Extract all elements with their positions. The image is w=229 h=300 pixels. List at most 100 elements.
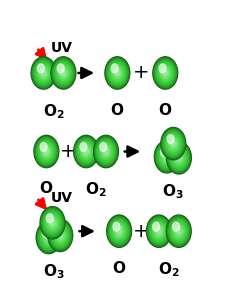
Circle shape	[102, 146, 110, 157]
Circle shape	[51, 223, 70, 248]
Circle shape	[40, 143, 53, 160]
Circle shape	[148, 217, 170, 245]
Circle shape	[49, 220, 72, 251]
Circle shape	[50, 220, 55, 226]
Circle shape	[169, 145, 189, 170]
Circle shape	[147, 216, 171, 247]
Circle shape	[107, 215, 131, 248]
Circle shape	[34, 135, 59, 168]
Circle shape	[51, 57, 76, 89]
Circle shape	[167, 216, 191, 247]
Circle shape	[52, 225, 68, 246]
Text: +: +	[133, 222, 150, 241]
Circle shape	[166, 215, 191, 248]
Circle shape	[48, 219, 73, 252]
Circle shape	[176, 228, 181, 234]
Circle shape	[155, 226, 163, 237]
Circle shape	[173, 223, 185, 239]
Text: $\mathbf{O}$: $\mathbf{O}$	[158, 102, 172, 118]
Circle shape	[169, 138, 178, 149]
Circle shape	[55, 62, 71, 83]
Circle shape	[111, 65, 124, 81]
Circle shape	[173, 150, 185, 166]
Circle shape	[156, 142, 178, 171]
Circle shape	[54, 226, 61, 236]
Circle shape	[35, 137, 57, 166]
Circle shape	[37, 64, 44, 73]
Circle shape	[161, 148, 168, 157]
Circle shape	[82, 146, 90, 157]
Circle shape	[157, 62, 173, 83]
Circle shape	[153, 223, 165, 239]
Circle shape	[162, 129, 184, 158]
Circle shape	[46, 234, 51, 241]
Circle shape	[31, 57, 56, 89]
Circle shape	[111, 64, 118, 73]
Circle shape	[115, 70, 120, 76]
Circle shape	[34, 60, 53, 86]
Circle shape	[153, 58, 177, 88]
Circle shape	[37, 65, 50, 81]
Circle shape	[168, 144, 190, 172]
Circle shape	[39, 67, 48, 79]
Circle shape	[54, 60, 73, 86]
Text: $\mathbf{O_2}$: $\mathbf{O_2}$	[85, 180, 107, 199]
Circle shape	[171, 147, 187, 168]
Circle shape	[164, 131, 183, 156]
Circle shape	[153, 57, 178, 89]
Circle shape	[166, 142, 191, 174]
Circle shape	[161, 128, 186, 160]
Circle shape	[38, 223, 60, 252]
Text: +: +	[133, 64, 150, 83]
Circle shape	[153, 222, 160, 231]
Text: $\mathbf{O_2}$: $\mathbf{O_2}$	[43, 102, 64, 121]
Circle shape	[95, 137, 117, 166]
Circle shape	[40, 142, 47, 152]
Circle shape	[35, 62, 52, 83]
Circle shape	[52, 58, 75, 88]
Circle shape	[147, 215, 171, 248]
Circle shape	[156, 228, 161, 234]
Circle shape	[37, 139, 56, 164]
Circle shape	[171, 140, 176, 147]
Circle shape	[57, 64, 64, 73]
Circle shape	[157, 144, 177, 170]
Circle shape	[96, 139, 116, 164]
Circle shape	[167, 136, 180, 152]
Circle shape	[46, 215, 59, 231]
Circle shape	[159, 146, 175, 167]
Text: $\mathbf{O_3}$: $\mathbf{O_3}$	[43, 262, 64, 281]
Circle shape	[78, 141, 94, 162]
Circle shape	[104, 148, 109, 155]
Circle shape	[174, 152, 183, 164]
Circle shape	[42, 146, 51, 157]
Circle shape	[32, 58, 55, 88]
Circle shape	[149, 219, 169, 244]
Circle shape	[42, 228, 49, 238]
Circle shape	[44, 148, 49, 155]
Circle shape	[42, 230, 55, 246]
Circle shape	[162, 151, 171, 162]
Circle shape	[169, 219, 188, 244]
Text: $\mathbf{O}$: $\mathbf{O}$	[112, 260, 126, 276]
Circle shape	[173, 149, 180, 158]
Circle shape	[108, 60, 127, 86]
Circle shape	[107, 216, 131, 247]
Circle shape	[115, 226, 123, 237]
Circle shape	[168, 217, 190, 245]
Circle shape	[105, 57, 130, 89]
Circle shape	[48, 217, 57, 228]
Text: UV: UV	[51, 191, 73, 205]
Circle shape	[106, 58, 129, 88]
Circle shape	[155, 141, 179, 172]
Circle shape	[41, 207, 64, 238]
Circle shape	[161, 67, 170, 79]
Circle shape	[113, 223, 125, 239]
Circle shape	[44, 212, 61, 233]
Circle shape	[61, 70, 66, 76]
Circle shape	[35, 136, 58, 167]
Circle shape	[84, 148, 89, 155]
Text: +: +	[60, 142, 77, 161]
Circle shape	[154, 59, 176, 87]
Circle shape	[113, 222, 120, 231]
